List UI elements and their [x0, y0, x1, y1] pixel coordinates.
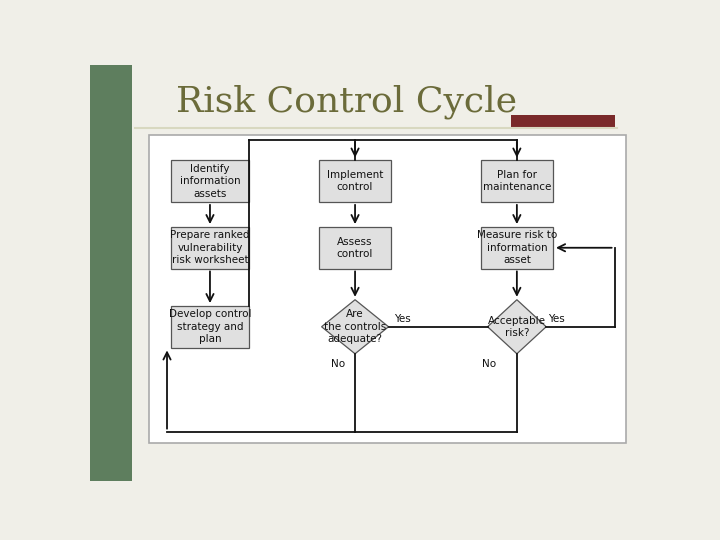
Text: Prepare ranked
vulnerability
risk worksheet: Prepare ranked vulnerability risk worksh…: [170, 231, 250, 265]
Polygon shape: [322, 300, 389, 354]
FancyBboxPatch shape: [481, 160, 553, 202]
FancyBboxPatch shape: [171, 160, 249, 202]
FancyBboxPatch shape: [319, 227, 392, 268]
Text: No: No: [482, 359, 496, 369]
Text: No: No: [331, 359, 346, 369]
Text: Assess
control: Assess control: [337, 237, 373, 259]
Text: Are
the controls
adequate?: Are the controls adequate?: [324, 309, 386, 344]
FancyBboxPatch shape: [171, 227, 249, 268]
FancyBboxPatch shape: [90, 65, 132, 481]
FancyBboxPatch shape: [171, 306, 249, 348]
Text: Risk Control Cycle: Risk Control Cycle: [176, 85, 518, 119]
FancyBboxPatch shape: [319, 160, 392, 202]
Text: Identify
information
assets: Identify information assets: [180, 164, 240, 199]
FancyBboxPatch shape: [511, 114, 615, 127]
Text: Implement
control: Implement control: [327, 170, 383, 192]
Text: Acceptable
risk?: Acceptable risk?: [488, 315, 546, 338]
Text: Measure risk to
information
asset: Measure risk to information asset: [477, 231, 557, 265]
Text: Yes: Yes: [548, 314, 564, 324]
Text: Develop control
strategy and
plan: Develop control strategy and plan: [168, 309, 251, 344]
Text: Yes: Yes: [394, 314, 411, 324]
Text: Plan for
maintenance: Plan for maintenance: [482, 170, 551, 192]
FancyBboxPatch shape: [148, 136, 626, 443]
FancyBboxPatch shape: [481, 227, 553, 268]
Polygon shape: [487, 300, 546, 354]
